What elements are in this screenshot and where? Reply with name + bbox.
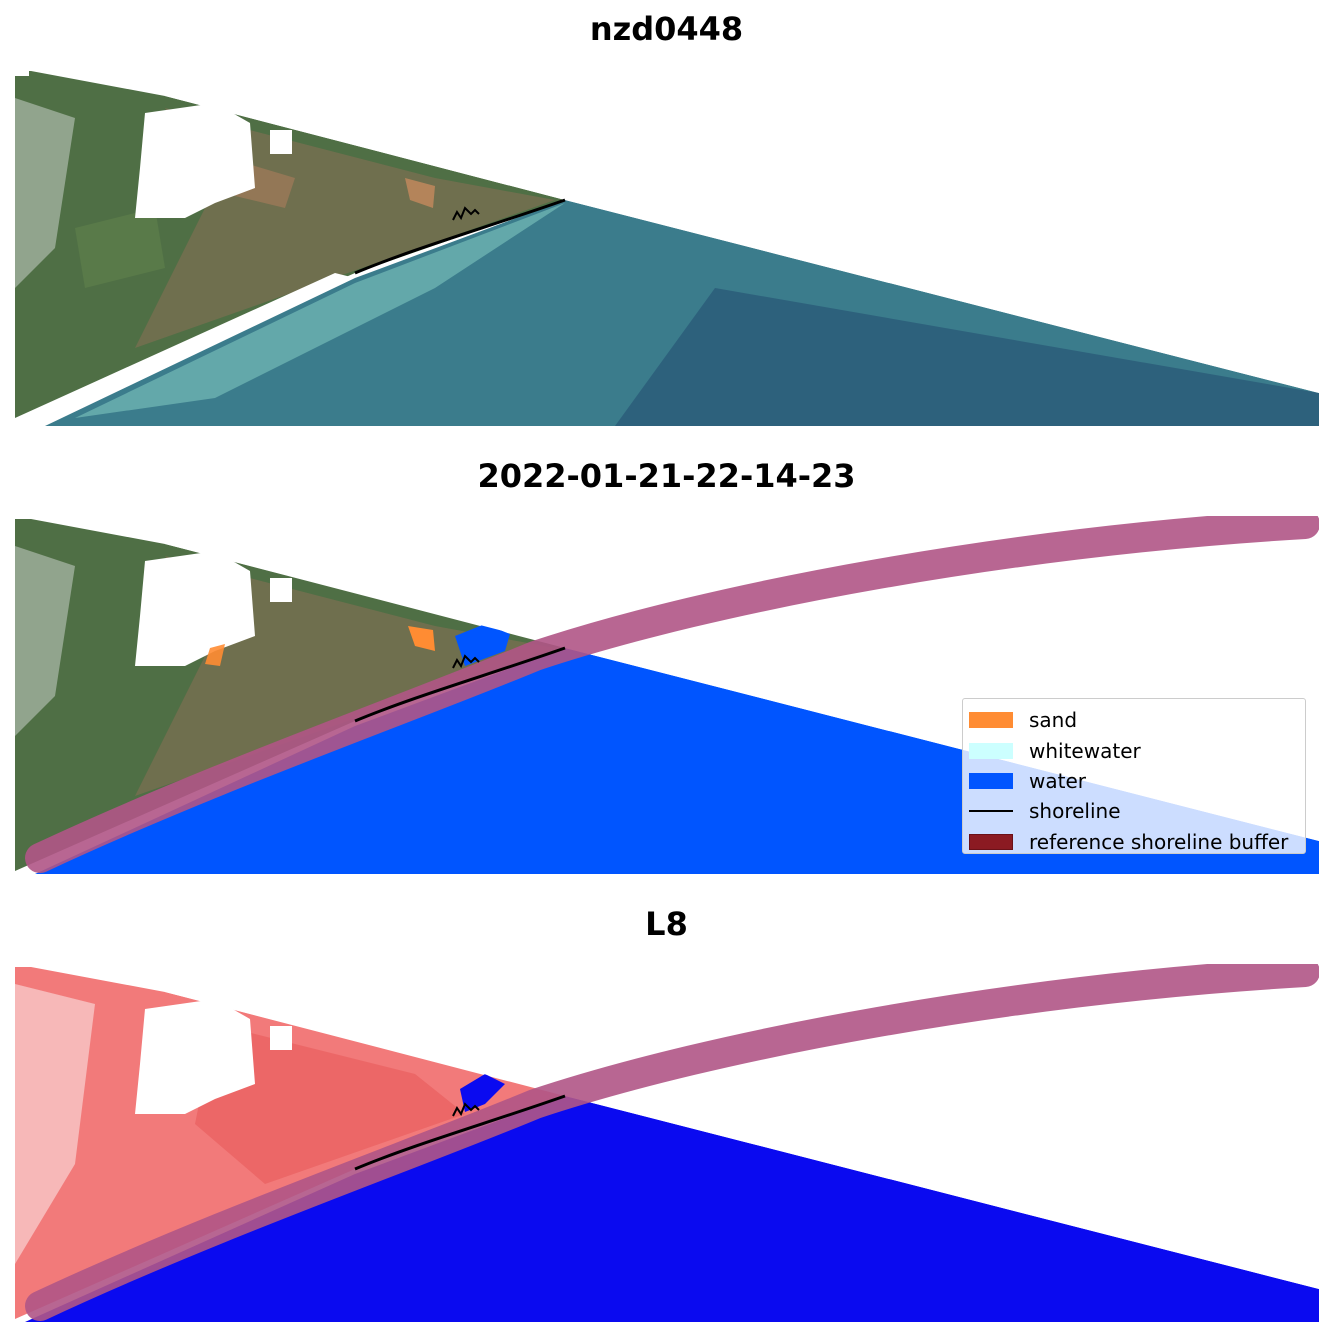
legend-swatch-shoreline: [969, 810, 1013, 813]
shoreline: [452, 206, 480, 221]
legend-item-water: water: [969, 766, 1305, 796]
reference-shoreline-buffer: [25, 964, 1319, 1321]
cloud-mask: [15, 68, 165, 71]
no-data-area: [165, 68, 1319, 393]
cloud-mask: [15, 68, 29, 76]
cloud-mask: [135, 551, 255, 666]
legend-label: sand: [1029, 708, 1078, 733]
white-strip: [15, 273, 355, 426]
cloud-haze: [15, 546, 75, 736]
land-index-dark: [195, 1024, 465, 1184]
legend-item-shoreline: shoreline: [969, 796, 1305, 826]
shoreline: [354, 1094, 566, 1171]
reference-shoreline-buffer: [25, 516, 1319, 873]
cloud-haze: [15, 98, 75, 288]
shoreline: [452, 654, 480, 669]
legend-label: whitewater: [1029, 738, 1141, 763]
cloud-mask: [135, 103, 255, 218]
legend: sand whitewater water shoreline referenc…: [962, 698, 1306, 854]
rgb-satellite-image: [15, 68, 1319, 426]
field-patch: [75, 208, 165, 288]
shoreline: [354, 198, 566, 275]
rgb-image-panel: [15, 68, 1319, 426]
legend-item-buffer: reference shoreline buffer: [969, 827, 1305, 857]
legend-swatch-sand: [969, 712, 1013, 729]
panel-title-index: L8: [645, 905, 688, 943]
panel-title-classified: 2022-01-21-22-14-23: [477, 457, 856, 495]
cloud-mask: [15, 964, 165, 967]
index-image-panel: [15, 964, 1319, 1322]
land-index-light: [15, 984, 95, 1264]
legend-item-sand: sand: [969, 705, 1305, 735]
sand-pixels: [205, 644, 225, 666]
sand-pixels: [408, 626, 435, 651]
legend-swatch-water: [969, 772, 1013, 789]
legend-swatch-whitewater: [969, 742, 1013, 759]
index-image: [15, 964, 1319, 1322]
legend-swatch-buffer: [969, 833, 1013, 850]
water-index: [460, 1074, 505, 1112]
surf-plume: [75, 203, 565, 418]
legend-label: shoreline: [1029, 799, 1121, 824]
water-pixels: [455, 624, 510, 666]
legend-label: water: [1029, 768, 1086, 793]
cloud-mask: [270, 130, 292, 154]
field-patch: [405, 178, 435, 208]
cloud-mask: [270, 578, 292, 602]
shoreline: [452, 1102, 480, 1117]
shoreline: [354, 646, 566, 723]
no-data-area: [165, 964, 1319, 1289]
cloud-mask: [15, 516, 165, 519]
cloud-mask: [270, 1026, 292, 1050]
legend-item-whitewater: whitewater: [969, 735, 1305, 765]
legend-label: reference shoreline buffer: [1029, 829, 1289, 854]
panel-title-rgb: nzd0448: [589, 10, 744, 48]
sea-deep: [615, 288, 1319, 426]
water-index: [25, 1096, 1319, 1322]
cloud-mask: [135, 999, 255, 1114]
